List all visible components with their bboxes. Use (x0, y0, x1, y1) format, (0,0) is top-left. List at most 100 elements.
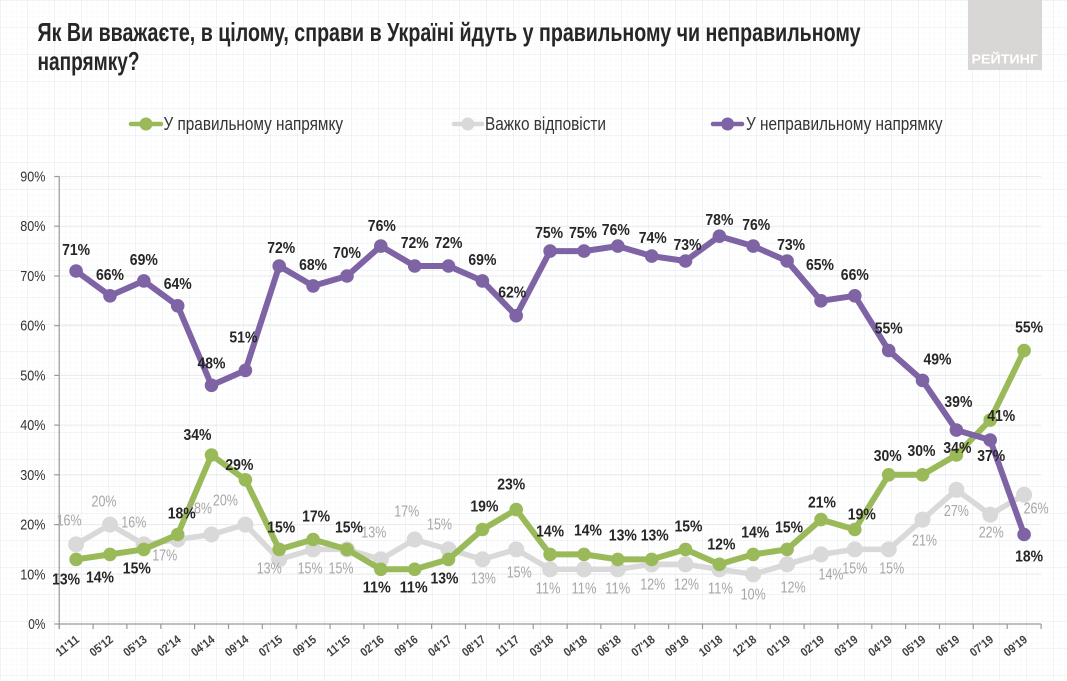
svg-text:20%: 20% (92, 494, 117, 511)
svg-text:09'18: 09'18 (662, 632, 691, 659)
svg-text:11%: 11% (400, 579, 428, 596)
svg-text:16%: 16% (57, 512, 82, 529)
svg-text:51%: 51% (229, 329, 257, 346)
svg-text:64%: 64% (164, 276, 192, 293)
svg-text:02'19: 02'19 (798, 632, 827, 659)
svg-text:04'18: 04'18 (561, 632, 590, 659)
svg-text:14%: 14% (86, 569, 114, 586)
svg-text:13%: 13% (361, 524, 386, 541)
svg-text:69%: 69% (468, 252, 496, 269)
svg-text:48%: 48% (198, 355, 226, 372)
svg-text:21%: 21% (808, 495, 836, 512)
svg-text:15%: 15% (507, 564, 532, 581)
svg-text:21%: 21% (912, 533, 937, 550)
svg-text:18%: 18% (168, 506, 196, 523)
svg-text:72%: 72% (267, 240, 295, 257)
svg-text:13%: 13% (431, 570, 459, 587)
svg-text:11%: 11% (572, 580, 597, 597)
svg-text:01'19: 01'19 (764, 632, 793, 659)
svg-text:68%: 68% (299, 257, 327, 274)
svg-text:30%: 30% (908, 443, 936, 460)
svg-text:10%: 10% (741, 586, 766, 603)
svg-text:15%: 15% (329, 560, 354, 577)
svg-text:13%: 13% (471, 570, 496, 587)
svg-text:22%: 22% (979, 525, 1004, 542)
svg-text:04'14: 04'14 (188, 632, 217, 659)
svg-text:06'18: 06'18 (595, 632, 624, 659)
svg-text:34%: 34% (184, 427, 212, 444)
svg-text:10'18: 10'18 (696, 632, 725, 659)
svg-text:15%: 15% (335, 519, 363, 536)
svg-text:19%: 19% (470, 499, 498, 516)
svg-text:17%: 17% (302, 509, 330, 526)
svg-text:05'12: 05'12 (87, 632, 116, 659)
svg-text:11'17: 11'17 (493, 632, 522, 659)
svg-text:20%: 20% (213, 493, 238, 510)
svg-text:02'16: 02'16 (358, 632, 387, 659)
svg-text:17%: 17% (394, 504, 419, 521)
svg-text:73%: 73% (777, 237, 805, 254)
svg-text:18%: 18% (187, 501, 212, 518)
svg-text:13%: 13% (641, 527, 669, 544)
svg-text:11'11: 11'11 (53, 632, 82, 659)
svg-text:05'13: 05'13 (121, 632, 150, 659)
svg-text:12%: 12% (707, 536, 735, 553)
svg-text:08'17: 08'17 (459, 632, 488, 659)
svg-text:11'15: 11'15 (324, 632, 353, 659)
svg-text:У неправильному напрямку: У неправильному напрямку (746, 114, 943, 134)
svg-text:07'19: 07'19 (967, 632, 996, 659)
svg-text:15%: 15% (842, 560, 867, 577)
svg-text:11%: 11% (363, 579, 391, 596)
svg-text:0%: 0% (28, 616, 45, 633)
svg-text:12%: 12% (674, 576, 699, 593)
svg-text:10%: 10% (20, 566, 45, 583)
svg-text:18%: 18% (1015, 549, 1043, 566)
svg-text:29%: 29% (225, 457, 253, 474)
svg-text:39%: 39% (944, 394, 972, 411)
svg-text:09'15: 09'15 (290, 632, 319, 659)
svg-text:Як Ви вважаєте, в цілому, спра: Як Ви вважаєте, в цілому, справи в Украї… (38, 17, 861, 47)
svg-text:15%: 15% (427, 516, 452, 533)
svg-text:12%: 12% (781, 579, 806, 596)
svg-text:23%: 23% (497, 477, 525, 494)
svg-text:26%: 26% (1024, 501, 1049, 518)
svg-text:65%: 65% (806, 257, 834, 274)
svg-text:05'19: 05'19 (899, 632, 928, 659)
svg-text:11%: 11% (605, 580, 630, 597)
svg-text:80%: 80% (20, 218, 45, 235)
svg-text:62%: 62% (498, 285, 526, 302)
svg-text:72%: 72% (401, 235, 429, 252)
svg-text:55%: 55% (875, 321, 903, 338)
svg-text:75%: 75% (535, 225, 563, 242)
svg-text:41%: 41% (987, 408, 1015, 425)
svg-text:72%: 72% (435, 235, 463, 252)
svg-text:55%: 55% (1015, 320, 1043, 337)
svg-text:60%: 60% (20, 318, 45, 335)
svg-text:РЕЙТИНГ: РЕЙТИНГ (972, 52, 1039, 67)
svg-text:04'19: 04'19 (865, 632, 894, 659)
svg-text:13%: 13% (609, 527, 637, 544)
svg-text:76%: 76% (742, 217, 770, 234)
svg-text:15%: 15% (267, 519, 295, 536)
svg-text:15%: 15% (298, 560, 323, 577)
svg-text:30%: 30% (874, 448, 902, 465)
svg-text:15%: 15% (675, 518, 703, 535)
svg-text:74%: 74% (639, 230, 667, 247)
svg-text:09'16: 09'16 (391, 632, 420, 659)
svg-text:11%: 11% (536, 580, 561, 597)
svg-text:Важко відповісти: Важко відповісти (485, 114, 606, 134)
svg-text:03'19: 03'19 (832, 632, 861, 659)
svg-text:70%: 70% (333, 245, 361, 262)
svg-text:90%: 90% (20, 169, 45, 186)
svg-text:49%: 49% (924, 351, 952, 368)
svg-text:34%: 34% (943, 440, 971, 457)
svg-text:13%: 13% (52, 571, 80, 588)
svg-text:73%: 73% (674, 237, 702, 254)
svg-text:11%: 11% (708, 580, 733, 597)
svg-text:78%: 78% (705, 212, 733, 229)
svg-text:71%: 71% (62, 242, 90, 259)
svg-text:12'18: 12'18 (730, 632, 759, 659)
svg-text:30%: 30% (20, 467, 45, 484)
svg-text:37%: 37% (977, 448, 1005, 465)
svg-text:04'17: 04'17 (425, 632, 454, 659)
